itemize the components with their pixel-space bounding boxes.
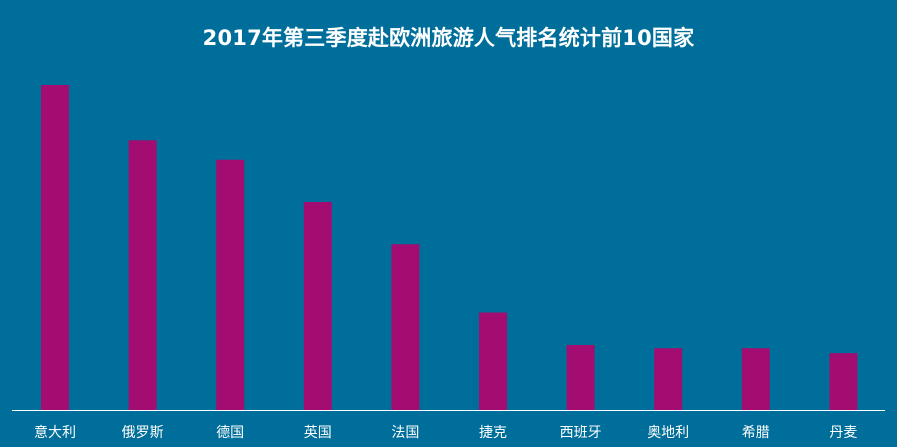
x-tick-label: 英国 <box>304 424 332 441</box>
x-tick-label: 希腊 <box>742 425 770 441</box>
bar-0 <box>41 85 69 410</box>
bar-9 <box>829 353 858 410</box>
x-tick-label: 法国 <box>391 425 419 441</box>
x-tick-label: 丹麦 <box>829 425 857 441</box>
bar-1 <box>128 140 157 410</box>
x-tick-labels: 意大利 俄罗斯 德国 英国 法国 捷克 西班牙 奥地利 希腊 丹麦 <box>34 424 857 441</box>
bar-2 <box>216 159 245 410</box>
chart-title: 2017年第三季度赴欧洲旅游人气排名统计前10国家 <box>202 26 695 50</box>
x-tick-label: 德国 <box>216 425 244 441</box>
x-tick-label: 奥地利 <box>647 424 689 441</box>
bar-3 <box>303 202 332 410</box>
bar-7 <box>654 348 683 410</box>
x-tick-label: 西班牙 <box>560 425 602 441</box>
bar-4 <box>391 244 420 410</box>
x-tick-label: 俄罗斯 <box>122 425 164 441</box>
x-tick-label: 意大利 <box>34 424 76 441</box>
bar-5 <box>479 312 507 410</box>
bar-6 <box>566 345 595 410</box>
bar-8 <box>741 348 770 410</box>
bars-layer <box>41 85 858 410</box>
x-tick-label: 捷克 <box>479 425 507 441</box>
